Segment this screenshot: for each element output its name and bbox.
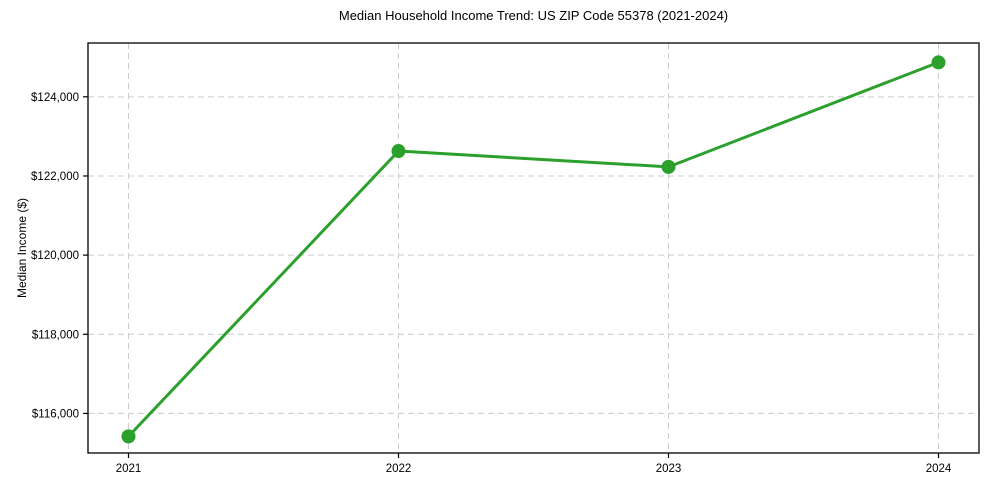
y-tick-label: $120,000 (31, 250, 79, 262)
x-tick-label: 2021 (116, 463, 142, 475)
data-point-marker (391, 144, 406, 159)
axes-border (87, 42, 980, 454)
data-point-marker (121, 429, 136, 444)
data-point-marker (931, 55, 946, 70)
chart-title: Median Household Income Trend: US ZIP Co… (338, 8, 729, 23)
x-tick-label: 2024 (926, 463, 952, 475)
y-tick-label: $116,000 (32, 408, 79, 420)
y-tick-label: $122,000 (31, 171, 79, 183)
x-tick-label: 2023 (656, 463, 682, 475)
x-tick-label: 2022 (386, 463, 412, 475)
data-point-marker (661, 159, 676, 174)
trend-line (127, 60, 940, 438)
y-tick-label: $124,000 (31, 92, 79, 104)
y-tick-label: $118,000 (32, 329, 79, 341)
